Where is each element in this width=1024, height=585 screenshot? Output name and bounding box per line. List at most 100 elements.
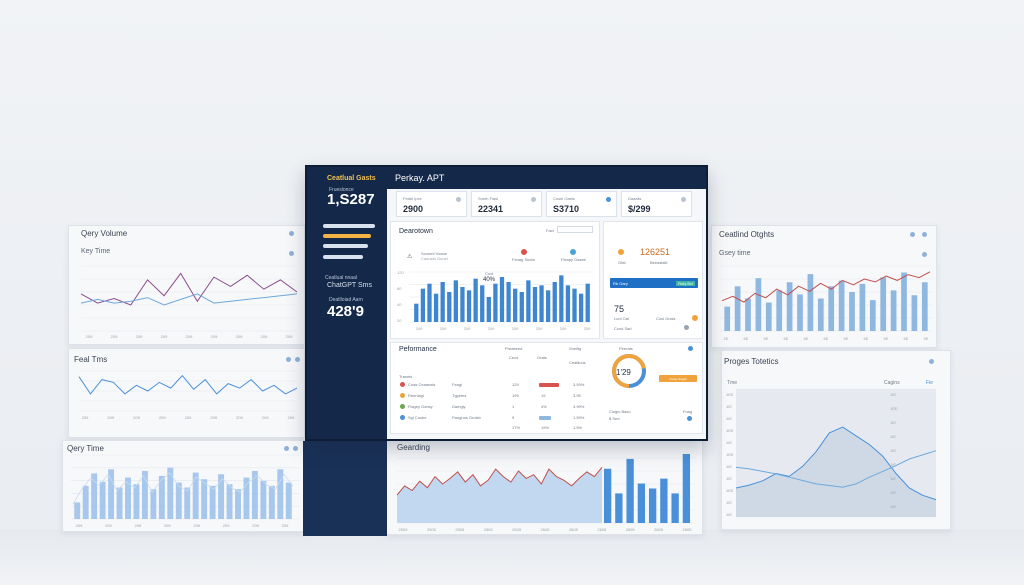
bar bbox=[880, 277, 887, 331]
bar bbox=[578, 293, 584, 322]
donut-value: 1'29 bbox=[616, 368, 631, 377]
y-tick-label: 40 bbox=[397, 302, 402, 307]
settings-icon[interactable] bbox=[687, 416, 692, 421]
bar bbox=[133, 484, 140, 519]
settings-icon[interactable] bbox=[295, 357, 300, 362]
bar bbox=[453, 280, 458, 322]
kpi-label: Sneth Fiasl bbox=[478, 196, 499, 201]
kpi-label: Cosel Oasts bbox=[553, 196, 575, 201]
row-v2: 4% bbox=[541, 404, 547, 409]
bar bbox=[911, 295, 918, 331]
kpi-label: Daaalis bbox=[628, 196, 642, 201]
sidebar-item-4[interactable] bbox=[323, 255, 363, 259]
kpi-card-4[interactable]: Daaalis $/299 bbox=[621, 191, 692, 217]
table-row[interactable]: Coas Ceaanais Feagi 129 3.59% bbox=[391, 381, 596, 391]
row-bar bbox=[539, 416, 551, 420]
row-v3: 1.59% bbox=[573, 415, 585, 420]
x-tick-label: 5E bbox=[844, 336, 849, 341]
query-time-card: Qery Time 209 209 209 209 209 209 209 209 bbox=[62, 440, 305, 532]
donut-button[interactable]: Fraop Sagslt bbox=[659, 375, 697, 382]
bar bbox=[724, 306, 731, 331]
bar bbox=[890, 290, 897, 331]
column-label-left: Tme bbox=[727, 380, 737, 386]
download-icon[interactable] bbox=[684, 325, 689, 330]
bar bbox=[648, 488, 657, 523]
y-tick-label-right: 1IE bbox=[890, 504, 896, 509]
x-tick-label: 209 bbox=[282, 523, 289, 528]
table-row[interactable]: Sgl Cosbe Paoghos Grolsb 9 1.59% bbox=[391, 414, 596, 424]
row-v1: 9 bbox=[512, 415, 515, 420]
chart-tooltip: 40% bbox=[481, 276, 498, 284]
table-row[interactable]: 17% 19% 1.5% bbox=[391, 425, 596, 434]
metric-label: Deatlloiad Aarn bbox=[329, 297, 363, 303]
info-icon[interactable] bbox=[284, 446, 289, 451]
x-tick-label: 2605 bbox=[541, 527, 551, 532]
kpi-card-1[interactable]: Feabl Ipxe 2900 bbox=[396, 191, 467, 217]
x-tick-label: 209 bbox=[105, 523, 112, 528]
bar bbox=[201, 479, 208, 519]
card-title: Proges Totetics bbox=[724, 357, 779, 366]
table-row[interactable]: Reenlagi Tgpeles 199 19 3.95 bbox=[391, 392, 596, 402]
overview-filter[interactable]: Fact bbox=[546, 228, 554, 233]
filter-input[interactable] bbox=[557, 226, 593, 233]
row-type: Paoghos Grolsb bbox=[452, 415, 481, 420]
brand-logo: Ceatlual Gasts bbox=[327, 175, 376, 182]
button-label-2: Roty Bvl bbox=[676, 280, 695, 286]
row-v1: 1 bbox=[512, 404, 515, 409]
settings-icon[interactable] bbox=[922, 232, 927, 237]
settings-icon[interactable] bbox=[293, 446, 298, 451]
tooltip-label: Coxt bbox=[485, 271, 494, 276]
sidebar-item-2[interactable] bbox=[323, 234, 371, 238]
bar bbox=[532, 287, 538, 322]
help-icon[interactable] bbox=[688, 346, 693, 351]
summary-value-sub: Beeaslaitl bbox=[650, 260, 668, 265]
y-tick-label: 20 bbox=[397, 318, 402, 323]
sidebar: Ceatlual Gasts Frueslonce 1,S287 Ceatlua… bbox=[307, 167, 387, 439]
expand-icon[interactable] bbox=[922, 252, 927, 257]
x-tick-label: 209 bbox=[536, 326, 543, 331]
x-tick-label: 209 bbox=[252, 523, 259, 528]
info-icon[interactable] bbox=[286, 357, 291, 362]
bar bbox=[414, 303, 419, 322]
settings-icon[interactable] bbox=[289, 251, 294, 256]
bar bbox=[243, 477, 250, 519]
area-line bbox=[735, 426, 937, 501]
summary-button[interactable]: Rb Gary Roty Bvl bbox=[610, 278, 698, 288]
sidebar-item-3[interactable] bbox=[323, 244, 368, 248]
x-tick-label: 2505 bbox=[455, 527, 465, 532]
central-charts-card: Ceatlind Otghts Gsey time 2E 6E 5E 5E 6E 6E 5E… bbox=[711, 225, 937, 348]
bar bbox=[572, 288, 577, 322]
bar bbox=[603, 468, 612, 523]
bar bbox=[192, 472, 199, 519]
performance-title: Peformance bbox=[399, 346, 437, 353]
bar bbox=[184, 487, 191, 519]
sidebar-item-1[interactable] bbox=[323, 224, 375, 228]
kpi-card-3[interactable]: Cosel Oasts S3710 bbox=[546, 191, 617, 217]
row-v2: 19 bbox=[541, 393, 546, 398]
bar bbox=[226, 484, 233, 519]
kpi-icon bbox=[681, 197, 686, 202]
col-header-3: Sneiltg bbox=[569, 346, 582, 351]
bar bbox=[82, 485, 89, 519]
x-tick-label: 2605 bbox=[683, 527, 693, 532]
donut-segment bbox=[612, 354, 646, 388]
bar bbox=[167, 467, 174, 519]
donut-chart bbox=[612, 354, 646, 388]
row-bar bbox=[539, 383, 559, 387]
x-tick-label: 209 bbox=[236, 415, 243, 420]
bar bbox=[637, 483, 646, 523]
bar bbox=[901, 272, 907, 331]
kpi-label: Feabl Ipxe bbox=[403, 196, 422, 201]
coin-icon bbox=[618, 249, 624, 255]
bar bbox=[460, 287, 465, 322]
bar bbox=[817, 298, 824, 331]
x-tick-label: 5E bbox=[884, 336, 889, 341]
info-icon[interactable] bbox=[929, 359, 934, 364]
kpi-card-2[interactable]: Sneth Fiasl 22341 bbox=[471, 191, 542, 217]
x-tick-label: 209 bbox=[560, 326, 567, 331]
bar bbox=[776, 290, 783, 331]
table-row[interactable]: Fiagey Oansy Damgly 1 4% 3.99% bbox=[391, 403, 596, 413]
donut-label: Peerats bbox=[619, 346, 633, 351]
info-icon[interactable] bbox=[289, 231, 294, 236]
info-icon[interactable] bbox=[910, 232, 915, 237]
